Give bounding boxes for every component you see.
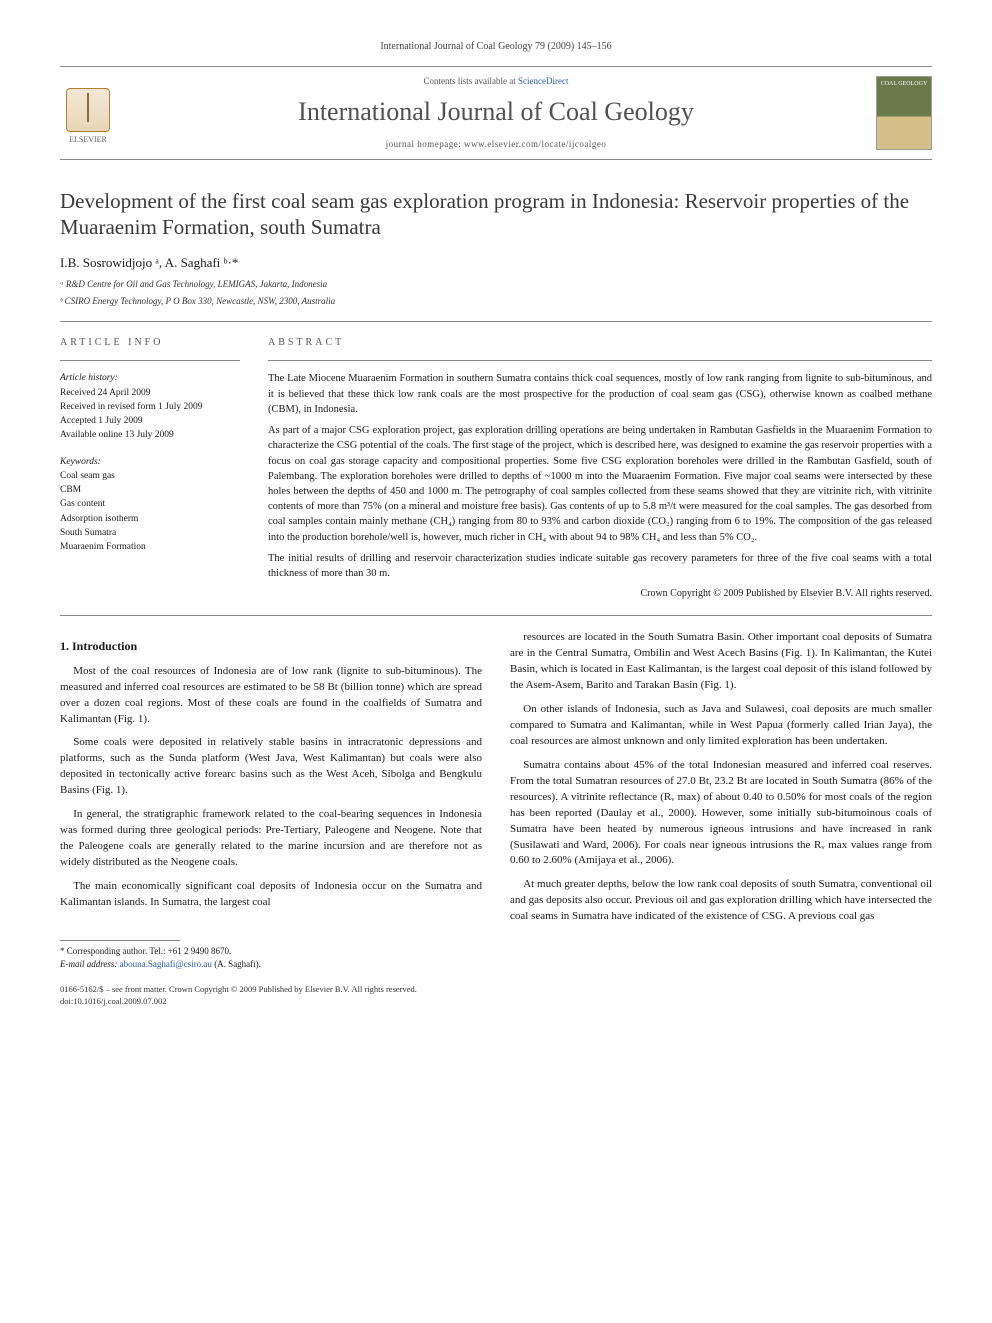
- section-heading-introduction: 1. Introduction: [60, 638, 482, 655]
- affiliation-b: ᵇ CSIRO Energy Technology, P O Box 330, …: [60, 295, 932, 308]
- article-info: ARTICLE INFO Article history: Received 2…: [60, 336, 240, 601]
- contents-prefix: Contents lists available at: [424, 76, 518, 86]
- journal-cover-thumbnail: COAL GEOLOGY: [876, 76, 932, 150]
- running-head: International Journal of Coal Geology 79…: [60, 40, 932, 54]
- abstract-paragraph: The Late Miocene Muaraenim Formation in …: [268, 371, 932, 417]
- abstract-label: ABSTRACT: [268, 336, 932, 350]
- elsevier-logo: ELSEVIER: [60, 81, 116, 145]
- abstract: ABSTRACT The Late Miocene Muaraenim Form…: [268, 336, 932, 601]
- footnote-rule: [60, 940, 180, 941]
- affiliation-a: ᵃ R&D Centre for Oil and Gas Technology,…: [60, 278, 932, 291]
- footer-copyright: 0166-5162/$ – see front matter. Crown Co…: [60, 984, 932, 996]
- keyword: Gas content: [60, 497, 240, 511]
- article-body: 1. Introduction Most of the coal resourc…: [60, 630, 932, 926]
- page-footer: 0166-5162/$ – see front matter. Crown Co…: [60, 984, 932, 1008]
- abstract-paragraph: As part of a major CSG exploration proje…: [268, 423, 932, 545]
- history-line: Accepted 1 July 2009: [60, 414, 240, 428]
- info-rule: [60, 360, 240, 361]
- body-paragraph: Most of the coal resources of Indonesia …: [60, 664, 482, 728]
- rule-top: [60, 321, 932, 322]
- article-history: Article history: Received 24 April 2009 …: [60, 371, 240, 442]
- abstract-paragraph: The initial results of drilling and rese…: [268, 551, 932, 581]
- abstract-rule: [268, 360, 932, 361]
- body-paragraph: On other islands of Indonesia, such as J…: [510, 702, 932, 750]
- article-title: Development of the first coal seam gas e…: [60, 188, 932, 241]
- keyword: Muaraenim Formation: [60, 540, 240, 554]
- keywords-block: Keywords: Coal seam gas CBM Gas content …: [60, 455, 240, 555]
- abstract-text: The Late Miocene Muaraenim Formation in …: [268, 371, 932, 581]
- homepage-url: www.elsevier.com/locate/ijcoalgeo: [464, 139, 606, 149]
- history-line: Received 24 April 2009: [60, 386, 240, 400]
- elsevier-tree-icon: [66, 88, 110, 132]
- body-paragraph: At much greater depths, below the low ra…: [510, 877, 932, 925]
- article-info-label: ARTICLE INFO: [60, 336, 240, 350]
- keyword: CBM: [60, 483, 240, 497]
- email-attribution: (A. Saghafi).: [214, 959, 261, 969]
- keywords-header: Keywords:: [60, 455, 240, 469]
- history-header: Article history:: [60, 371, 240, 385]
- sciencedirect-link[interactable]: ScienceDirect: [518, 76, 568, 86]
- keyword: Coal seam gas: [60, 469, 240, 483]
- body-paragraph: Sumatra contains about 45% of the total …: [510, 758, 932, 870]
- contents-available-line: Contents lists available at ScienceDirec…: [132, 75, 860, 88]
- footnotes: * Corresponding author. Tel.: +61 2 9490…: [60, 945, 932, 970]
- rule-mid: [60, 615, 932, 616]
- footer-doi: doi:10.1016/j.coal.2009.07.002: [60, 996, 932, 1008]
- journal-homepage-line: journal homepage: www.elsevier.com/locat…: [132, 138, 860, 151]
- body-paragraph: resources are located in the South Sumat…: [510, 630, 932, 694]
- email-label: E-mail address:: [60, 959, 117, 969]
- email-line: E-mail address: abouna.Saghafi@csiro.au …: [60, 958, 932, 971]
- keyword: Adsorption isotherm: [60, 512, 240, 526]
- keyword: South Sumatra: [60, 526, 240, 540]
- corresponding-author: * Corresponding author. Tel.: +61 2 9490…: [60, 945, 932, 958]
- publisher-label: ELSEVIER: [69, 134, 107, 145]
- body-paragraph: Some coals were deposited in relatively …: [60, 735, 482, 799]
- author-list: I.B. Sosrowidjojo ᵃ, A. Saghafi ᵇ·*: [60, 254, 932, 272]
- body-paragraph: The main economically significant coal d…: [60, 879, 482, 911]
- info-abstract-row: ARTICLE INFO Article history: Received 2…: [60, 336, 932, 601]
- history-line: Received in revised form 1 July 2009: [60, 400, 240, 414]
- homepage-prefix: journal homepage:: [386, 139, 464, 149]
- masthead-center: Contents lists available at ScienceDirec…: [132, 75, 860, 151]
- history-line: Available online 13 July 2009: [60, 428, 240, 442]
- corresponding-email-link[interactable]: abouna.Saghafi@csiro.au: [120, 959, 212, 969]
- body-paragraph: In general, the stratigraphic framework …: [60, 807, 482, 871]
- abstract-copyright: Crown Copyright © 2009 Published by Else…: [268, 587, 932, 601]
- journal-masthead: ELSEVIER Contents lists available at Sci…: [60, 66, 932, 160]
- journal-name: International Journal of Coal Geology: [132, 94, 860, 130]
